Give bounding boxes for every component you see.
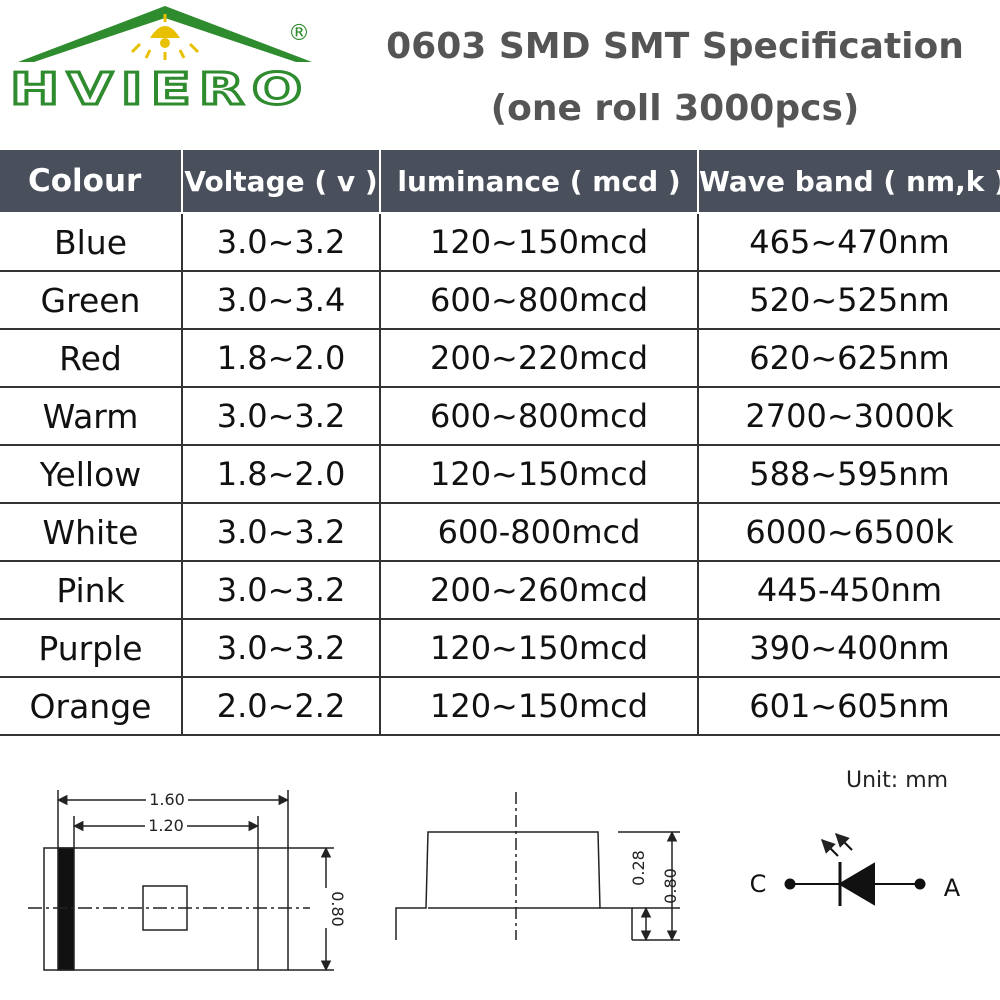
cell-colour: Blue bbox=[0, 213, 183, 272]
anode-label: A bbox=[944, 874, 961, 902]
cell-luminance: 120~150mcd bbox=[380, 619, 699, 678]
page-title: 0603 SMD SMT Specification (one roll 300… bbox=[350, 16, 1000, 140]
cell-wave-band: 601~605nm bbox=[698, 677, 1000, 736]
header-voltage: Voltage ( v ) bbox=[181, 150, 381, 214]
brand-logo: HVIERO ® bbox=[9, 6, 312, 117]
side-view-drawing bbox=[395, 792, 680, 942]
cell-wave-band: 620~625nm bbox=[698, 329, 1000, 388]
cell-luminance: 120~150mcd bbox=[380, 445, 699, 504]
lamp-icon bbox=[130, 14, 200, 60]
cell-luminance: 600~800mcd bbox=[380, 271, 699, 330]
cell-voltage: 1.8~2.0 bbox=[182, 445, 381, 504]
cathode-label: C bbox=[750, 870, 767, 898]
cell-colour: Red bbox=[0, 329, 183, 388]
table-row: Purple 3.0~3.2 120~150mcd 390~400nm bbox=[0, 619, 1000, 678]
cell-luminance: 600-800mcd bbox=[380, 503, 699, 562]
cell-voltage: 3.0~3.2 bbox=[182, 561, 381, 620]
cell-colour: Yellow bbox=[0, 445, 183, 504]
cell-wave-band: 520~525nm bbox=[698, 271, 1000, 330]
cell-voltage: 1.8~2.0 bbox=[182, 329, 381, 388]
cell-voltage: 3.0~3.2 bbox=[182, 503, 381, 562]
cell-colour: Purple bbox=[0, 619, 183, 678]
cell-voltage: 3.0~3.2 bbox=[182, 387, 381, 446]
dimension-drawings: 1.60 1.20 0.80 0.28 0.80 C A bbox=[28, 790, 961, 972]
cell-wave-band: 390~400nm bbox=[698, 619, 1000, 678]
cell-voltage: 3.0~3.2 bbox=[182, 213, 381, 272]
cell-colour: Pink bbox=[0, 561, 183, 620]
title-line-2: (one roll 3000pcs) bbox=[490, 88, 860, 129]
dim-inner-length: 1.20 bbox=[148, 816, 184, 835]
cell-luminance: 600~800mcd bbox=[380, 387, 699, 446]
table-row: Pink 3.0~3.2 200~260mcd 445-450nm bbox=[0, 561, 1000, 620]
table-row: White 3.0~3.2 600-800mcd 6000~6500k bbox=[0, 503, 1000, 562]
cell-colour: Orange bbox=[0, 677, 183, 736]
dim-total-height: 0.80 bbox=[661, 868, 680, 904]
table-row: Blue 3.0~3.2 120~150mcd 465~470nm bbox=[0, 213, 1000, 272]
cell-luminance: 120~150mcd bbox=[380, 677, 699, 736]
cell-wave-band: 6000~6500k bbox=[698, 503, 1000, 562]
dim-length: 1.60 bbox=[149, 790, 185, 809]
table-row: Orange 2.0~2.2 120~150mcd 601~605nm bbox=[0, 677, 1000, 736]
table-row: Warm 3.0~3.2 600~800mcd 2700~3000k bbox=[0, 387, 1000, 446]
cell-wave-band: 465~470nm bbox=[698, 213, 1000, 272]
cell-luminance: 200~260mcd bbox=[380, 561, 699, 620]
table-row: Yellow 1.8~2.0 120~150mcd 588~595nm bbox=[0, 445, 1000, 504]
cell-colour: Green bbox=[0, 271, 183, 330]
cell-voltage: 3.0~3.2 bbox=[182, 619, 381, 678]
spec-table: Colour Voltage ( v ) luminance ( mcd ) W… bbox=[0, 150, 1000, 736]
cell-wave-band: 445-450nm bbox=[698, 561, 1000, 620]
dim-lens-height: 0.28 bbox=[629, 850, 648, 886]
table-row: Green 3.0~3.4 600~800mcd 520~525nm bbox=[0, 271, 1000, 330]
header-colour: Colour bbox=[0, 150, 183, 214]
header-luminance: luminance ( mcd ) bbox=[379, 150, 699, 214]
cell-wave-band: 588~595nm bbox=[698, 445, 1000, 504]
title-line-1: 0603 SMD SMT Specification bbox=[386, 26, 964, 67]
cell-colour: Warm bbox=[0, 387, 183, 446]
cell-voltage: 2.0~2.2 bbox=[182, 677, 381, 736]
dim-width: 0.80 bbox=[328, 891, 347, 927]
registered-mark: ® bbox=[288, 21, 310, 46]
logo-text: HVIERO bbox=[10, 64, 310, 115]
cell-luminance: 200~220mcd bbox=[380, 329, 699, 388]
cell-colour: White bbox=[0, 503, 183, 562]
led-symbol-icon bbox=[784, 833, 926, 906]
cell-wave-band: 2700~3000k bbox=[698, 387, 1000, 446]
unit-label: Unit: mm bbox=[846, 768, 949, 793]
table-header-row: Colour Voltage ( v ) luminance ( mcd ) W… bbox=[0, 150, 1000, 214]
header-wave-band: Wave band ( nm,k ) bbox=[697, 150, 1000, 214]
cell-voltage: 3.0~3.4 bbox=[182, 271, 381, 330]
cell-luminance: 120~150mcd bbox=[380, 213, 699, 272]
table-row: Red 1.8~2.0 200~220mcd 620~625nm bbox=[0, 329, 1000, 388]
